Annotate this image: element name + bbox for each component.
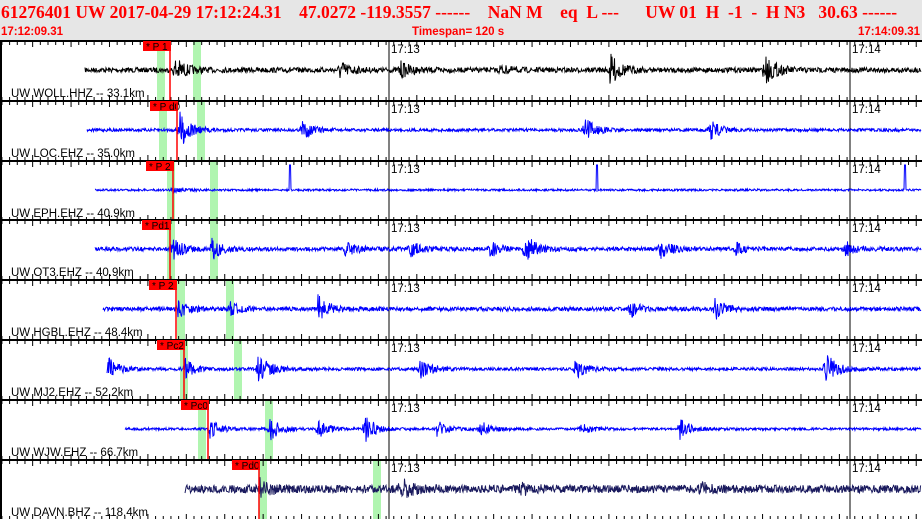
minute-label: 17:13: [391, 223, 420, 235]
pick-label: * P 1: [146, 42, 168, 53]
pick-flag[interactable]: [181, 400, 209, 410]
station-label: UW OT3.EHZ -- 40.9km: [11, 267, 134, 279]
pick-flag[interactable]: [157, 340, 185, 350]
minute-label: 17:13: [391, 343, 420, 355]
trace-row[interactable]: 17:13 17:14 * P 1 UW WOLL.HHZ -- 33.1km: [0, 40, 922, 100]
pick-flag[interactable]: [146, 161, 174, 171]
waveform: [184, 477, 922, 498]
pick-flag[interactable]: [143, 41, 171, 51]
minute-label: 17:14: [852, 104, 881, 116]
trace-row[interactable]: 17:13 17:14 * Pd0 UW DAVN.BHZ -- 118.4km: [0, 459, 922, 519]
station-label: UW LOC.EHZ -- 35.0km: [11, 148, 135, 160]
waveform: [94, 237, 922, 260]
phase-window: [167, 162, 175, 220]
phase-window: [226, 281, 234, 339]
phase-window: [210, 221, 218, 279]
pick-flag[interactable]: [142, 220, 171, 230]
event-header: 61276401 UW 2017-04-29 17:12:24.31 47.02…: [0, 0, 922, 40]
minute-label: 17:14: [852, 44, 881, 56]
pick-flag[interactable]: [150, 101, 178, 111]
timespan: Timespan= 120 s: [412, 26, 505, 38]
pick-label: * Pd0: [235, 461, 260, 472]
trace-row[interactable]: 17:13 17:14 * P d0 UW LOC.EHZ -- 35.0km: [0, 100, 922, 160]
waveform: [106, 355, 922, 382]
minute-label: 17:14: [852, 283, 881, 295]
minute-label: 17:13: [391, 403, 420, 415]
pick-label: * P 2: [152, 281, 174, 292]
minute-label: 17:14: [852, 463, 881, 475]
minute-label: 17:14: [852, 223, 881, 235]
pick-label: * P d0: [153, 102, 180, 113]
station-label: UW HGBL.EHZ -- 48.4km: [11, 327, 143, 339]
station-label: UW WJW.EHZ -- 66.7km: [11, 447, 138, 459]
minute-label: 17:14: [852, 343, 881, 355]
pick-label: * Pc2: [160, 341, 184, 352]
pick-label: * Pd1: [145, 221, 170, 232]
minute-label: 17:13: [391, 44, 420, 56]
station-label: UW WOLL.HHZ -- 33.1km: [11, 88, 145, 100]
event-title: 61276401 UW 2017-04-29 17:12:24.31 47.02…: [1, 2, 898, 22]
seismogram-panel[interactable]: 17:13 17:14* P 1UW WOLL.HHZ -- 33.1km17:1…: [0, 40, 922, 520]
minute-label: 17:14: [852, 403, 881, 415]
waveform: [86, 111, 922, 144]
waveform: [102, 294, 922, 320]
trace-row[interactable]: 17:13 17:14 * Pd1 UW OT3.EHZ -- 40.9km: [0, 219, 922, 279]
pick-label: * P 2: [149, 162, 171, 173]
waveform: [124, 417, 922, 442]
trace-row[interactable]: 17:13 17:14 * P 2 UW HGBL.EHZ -- 48.4km: [0, 279, 922, 339]
pick-flag[interactable]: [149, 280, 177, 290]
minute-label: 17:14: [852, 164, 881, 176]
pick-flag[interactable]: [232, 460, 260, 470]
minute-label: 17:13: [391, 463, 420, 475]
minute-label: 17:13: [391, 104, 420, 116]
pick-label: * Pc0: [184, 401, 208, 412]
start-time: 17:12:09.31: [1, 26, 64, 38]
phase-window: [177, 281, 185, 339]
station-label: UW DAVN.BHZ -- 118.4km: [11, 507, 148, 519]
station-label: UW MJ2.EHZ -- 52.2km: [11, 387, 133, 399]
station-label: UW EPH.EHZ -- 40.9km: [11, 208, 135, 220]
end-time: 17:14:09.31: [857, 26, 920, 38]
trace-row[interactable]: 17:13 17:14 * Pc0 UW WJW.EHZ -- 66.7km: [0, 399, 922, 459]
waveform: [84, 53, 922, 84]
phase-window: [198, 401, 206, 459]
minute-label: 17:13: [391, 164, 420, 176]
trace-row[interactable]: 17:13 17:14 * Pc2 UW MJ2.EHZ -- 52.2km: [0, 339, 922, 399]
minute-label: 17:13: [391, 283, 420, 295]
waveform: [94, 164, 922, 194]
trace-row[interactable]: 17:13 17:14 * P 2 UW EPH.EHZ -- 40.9km: [0, 160, 922, 220]
